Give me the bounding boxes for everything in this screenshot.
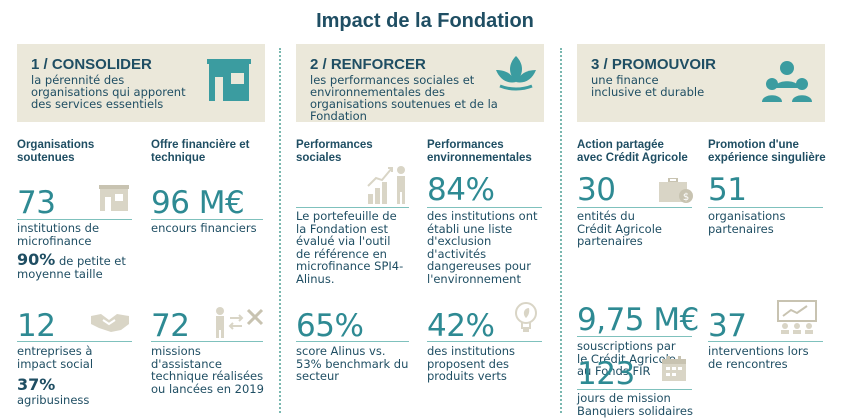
- stat-42: 42%: [427, 308, 495, 344]
- stat-65: 65%: [296, 308, 364, 344]
- stat-37-interventions-text: interventions lors de rencontres: [708, 344, 809, 371]
- stat-123: 123: [577, 356, 635, 392]
- underline: [708, 341, 823, 342]
- stat-73-text: institutions de microfinance: [17, 221, 100, 248]
- assistance-icon: [212, 306, 264, 342]
- label-organisations: Organisations soutenues: [17, 139, 95, 164]
- header-promouvoir: 3 / PROMOUVOIR une finance inclusive et …: [577, 44, 825, 122]
- underline: [17, 219, 132, 220]
- stat-12-text: entreprises à impact social: [17, 344, 94, 371]
- stat-30-text: entités du Crédit Agricole partenaires: [577, 209, 662, 248]
- column-consolider: 1 / CONSOLIDER la pérennité des organisa…: [17, 44, 265, 414]
- page-title: Impact de la Fondation: [316, 10, 534, 32]
- community-icon: [762, 60, 812, 108]
- green-bulb-icon: [514, 302, 538, 338]
- underline: [577, 336, 692, 337]
- label-environmental: Performances environnementales: [427, 139, 532, 164]
- header-title: 2 / RENFORCER: [310, 56, 426, 73]
- building-small-icon: [99, 184, 129, 216]
- stat-72: 72: [151, 308, 190, 344]
- stat-51-text: organisations partenaires: [708, 209, 786, 236]
- label-offre: Offre financière et technique: [151, 139, 250, 164]
- underline: [151, 219, 263, 220]
- column-renforcer: 2 / RENFORCER les performances sociales …: [296, 44, 544, 414]
- stat-96-text: encours financiers: [151, 221, 257, 235]
- stat-123-text: jours de mission Banquiers solidaires: [577, 391, 693, 418]
- social-text: Le portefeuille de la Fondation est éval…: [296, 209, 404, 286]
- header-subtitle: la pérennité des organisations qui appor…: [31, 73, 186, 111]
- stat-12: 12: [17, 308, 56, 344]
- stat-975-text: souscriptions par le Crédit Agricole au …: [577, 339, 676, 378]
- header-renforcer: 2 / RENFORCER les performances sociales …: [296, 44, 544, 122]
- stat-65-text: score Alinus vs. 53% benchmark du secteu…: [296, 344, 409, 383]
- calendar-icon: [661, 356, 687, 386]
- label-action-partagee: Action partagée avec Crédit Agricole: [577, 139, 688, 164]
- label-social: Performances sociales: [296, 139, 373, 164]
- underline: [296, 341, 409, 342]
- svg-text:$: $: [683, 192, 689, 203]
- performance-chart-icon: [366, 164, 410, 210]
- column-promouvoir: 3 / PROMOUVOIR une finance inclusive et …: [577, 44, 826, 418]
- building-icon: [207, 57, 251, 107]
- underline: [427, 341, 542, 342]
- column-divider: [279, 48, 281, 413]
- stat-30: 30: [577, 172, 616, 208]
- stat-90-value: 90%: [17, 250, 56, 269]
- underline: [427, 207, 542, 208]
- label-promotion: Promotion d'une expérience singulière: [708, 139, 826, 164]
- underline: [577, 207, 692, 208]
- stat-975: 9,75 M€: [577, 302, 699, 338]
- header-consolider: 1 / CONSOLIDER la pérennité des organisa…: [17, 44, 265, 122]
- underline: [577, 389, 692, 390]
- header-subtitle: les performances sociales et environneme…: [310, 73, 498, 123]
- header-title: 1 / CONSOLIDER: [31, 56, 152, 73]
- stat-37-text: agribusiness: [17, 393, 90, 407]
- stat-37-value: 37%: [17, 375, 56, 394]
- column-divider: [560, 48, 562, 413]
- handshake-icon: [91, 310, 129, 338]
- header-subtitle: une finance inclusive et durable: [591, 73, 705, 99]
- stat-90: 90% de petite et moyenne taille: [17, 252, 137, 281]
- briefcase-money-icon: $: [659, 177, 693, 208]
- leaves-icon: [496, 54, 536, 98]
- underline: [296, 207, 409, 208]
- stat-84-text: des institutions ont établi une liste d'…: [427, 209, 538, 286]
- stat-84: 84%: [427, 172, 495, 208]
- underline: [17, 341, 132, 342]
- stat-72-text: missions d'assistance technique réalisée…: [151, 344, 264, 396]
- stat-51: 51: [708, 172, 747, 208]
- underline: [151, 341, 263, 342]
- presentation-icon: [777, 300, 817, 338]
- stat-37-interventions: 37: [708, 308, 747, 344]
- stat-90-text: de petite et moyenne taille: [17, 254, 126, 281]
- stat-42-text: des institutions proposent des produits …: [427, 344, 516, 383]
- stat-73: 73: [17, 185, 56, 221]
- header-title: 3 / PROMOUVOIR: [591, 56, 717, 73]
- stat-96: 96 M€: [151, 185, 245, 221]
- underline: [708, 207, 823, 208]
